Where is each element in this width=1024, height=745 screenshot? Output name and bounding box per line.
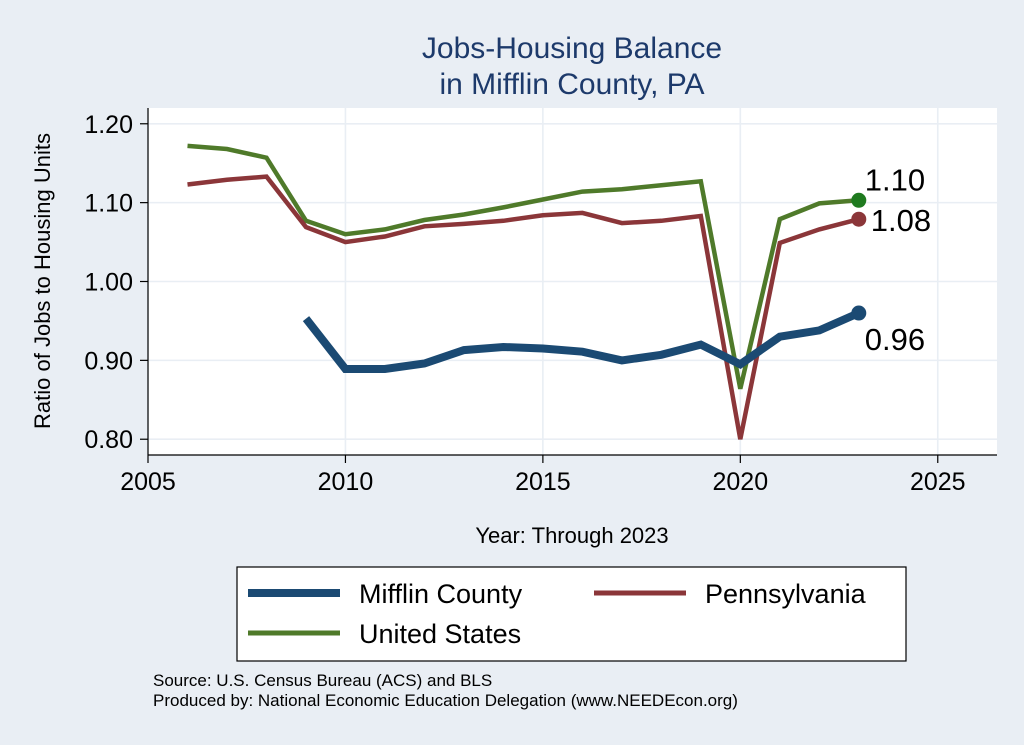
chart-title: Jobs-Housing Balance xyxy=(422,32,722,65)
legend-box xyxy=(236,566,907,662)
axis-ticks: 0.80 0.90 1.00 1.10 1.20 2005 2010 2015 2020 2025 xyxy=(84,111,965,496)
chart-subtitle: in Mifflin County, PA xyxy=(439,68,704,101)
produced-by-note: Produced by: National Economic Education… xyxy=(153,691,738,710)
y-tick-label: 1.10 xyxy=(84,190,133,218)
series-line-pennsylvania xyxy=(187,174,860,440)
y-tick-label: 0.80 xyxy=(84,426,133,454)
legend: Mifflin County Pennsylvania United State… xyxy=(236,566,907,662)
end-label-pennsylvania: 1.08 xyxy=(871,203,931,238)
x-tick-label: 2020 xyxy=(713,468,769,496)
series-lines xyxy=(187,143,861,440)
end-marker-pennsylvania xyxy=(851,211,867,227)
y-tick-label: 0.90 xyxy=(84,347,133,375)
x-tick-label: 2015 xyxy=(515,468,571,496)
end-marker-united-states xyxy=(851,192,867,208)
end-marker-mifflin-county xyxy=(851,305,867,321)
legend-label-united-states: United States xyxy=(359,619,521,649)
series-line-mifflin-county xyxy=(302,309,861,373)
x-tick-label: 2025 xyxy=(910,468,966,496)
legend-label-pennsylvania: Pennsylvania xyxy=(705,579,867,609)
x-axis-title: Year: Through 2023 xyxy=(475,523,668,548)
end-label-mifflin-county: 0.96 xyxy=(865,322,925,357)
source-note: Source: U.S. Census Bureau (ACS) and BLS xyxy=(153,671,493,690)
x-tick-label: 2005 xyxy=(120,468,176,496)
legend-label-mifflin: Mifflin County xyxy=(359,579,523,609)
x-tick-label: 2010 xyxy=(318,468,374,496)
y-tick-label: 1.20 xyxy=(84,111,133,139)
y-tick-label: 1.00 xyxy=(84,269,133,297)
y-axis-title: Ratio of Jobs to Housing Units xyxy=(30,133,55,429)
end-label-united-states: 1.10 xyxy=(865,162,925,197)
end-markers: 1.10 1.08 0.96 xyxy=(851,162,931,357)
